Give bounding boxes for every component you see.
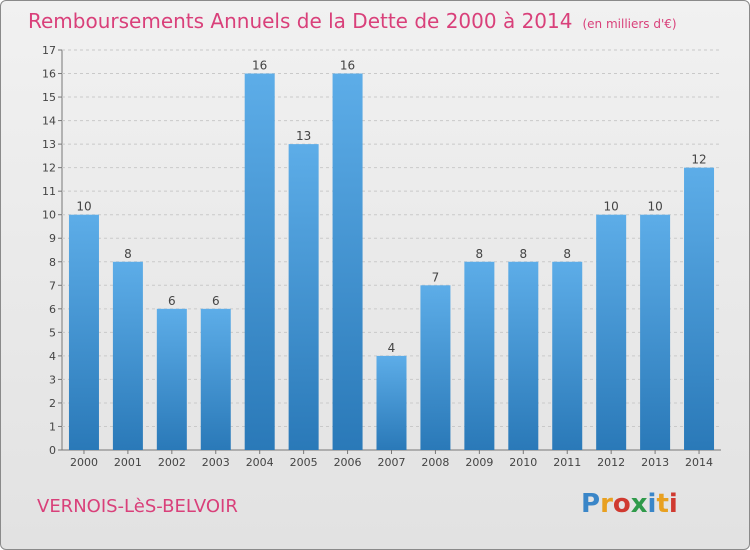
data-label: 12 [691,153,706,167]
bar [288,144,319,450]
bar [156,308,187,450]
data-label: 8 [124,247,132,261]
y-tick-label: 15 [42,91,56,104]
data-label: 8 [563,247,571,261]
y-tick-label: 14 [42,115,56,128]
data-label: 10 [647,200,662,214]
bar [552,261,583,450]
y-tick-label: 3 [49,373,56,386]
bar [684,167,715,450]
y-tick-label: 6 [49,303,56,316]
data-label: 4 [388,341,396,355]
entity-name: VERNOIS-LèS-BELVOIR [37,496,238,517]
logo-letter: x [630,489,648,519]
x-tick-label: 2003 [202,456,230,469]
x-tick-label: 2001 [114,456,142,469]
x-tick-label: 2002 [158,456,186,469]
bar [68,214,99,450]
logo-letter: P [581,489,601,519]
logo-letter: t [656,489,669,519]
logo-letter: r [600,489,613,519]
data-label: 16 [340,59,355,73]
y-tick-label: 2 [49,397,56,410]
y-tick-label: 12 [42,162,56,175]
y-tick-label: 13 [42,138,56,151]
data-label: 6 [168,294,176,308]
bars [68,73,715,450]
data-label: 8 [519,247,527,261]
data-label: 10 [604,200,619,214]
x-tick-label: 2007 [378,456,406,469]
x-tick-label: 2005 [290,456,318,469]
bar [464,261,495,450]
logo-letter: i [647,489,657,519]
x-tick-label: 2000 [70,456,98,469]
bar [376,355,407,450]
bar [640,214,671,450]
x-tick-label: 2008 [421,456,449,469]
logo-letter: i [668,489,678,519]
logo-letter: o [612,489,631,519]
y-tick-label: 5 [49,326,56,339]
bar [596,214,627,450]
y-tick-label: 1 [49,420,56,433]
x-tick-label: 2011 [553,456,581,469]
y-tick-label: 16 [42,68,56,81]
data-label: 7 [432,270,440,284]
x-tick-label: 2009 [465,456,493,469]
x-tick-label: 2012 [597,456,625,469]
labels: 0123456789101112131415161710200082001620… [42,44,713,469]
data-label: 13 [296,129,311,143]
bar [332,73,363,450]
y-tick-label: 8 [49,256,56,269]
y-tick-label: 9 [49,232,56,245]
y-tick-label: 4 [49,350,56,363]
y-tick-label: 17 [42,44,56,57]
data-label: 6 [212,294,220,308]
bar [200,308,231,450]
x-tick-label: 2004 [246,456,274,469]
x-tick-label: 2013 [641,456,669,469]
unit-label: (en milliers d'€) [582,17,677,31]
chart-title: Remboursements Annuels de la Dette de 20… [28,9,677,33]
bar [420,285,451,450]
x-tick-label: 2014 [685,456,713,469]
proxiti-logo: Proxiti [581,489,678,519]
title-text: Remboursements Annuels de la Dette de 20… [28,9,573,33]
y-tick-label: 10 [42,209,56,222]
data-label: 10 [76,200,91,214]
y-tick-label: 0 [49,444,56,457]
x-tick-label: 2010 [509,456,537,469]
data-label: 16 [252,59,267,73]
bar [244,73,275,450]
y-tick-label: 11 [42,185,56,198]
bar [508,261,539,450]
y-tick-label: 7 [49,279,56,292]
bar [112,261,143,450]
data-label: 8 [476,247,484,261]
x-tick-label: 2006 [334,456,362,469]
